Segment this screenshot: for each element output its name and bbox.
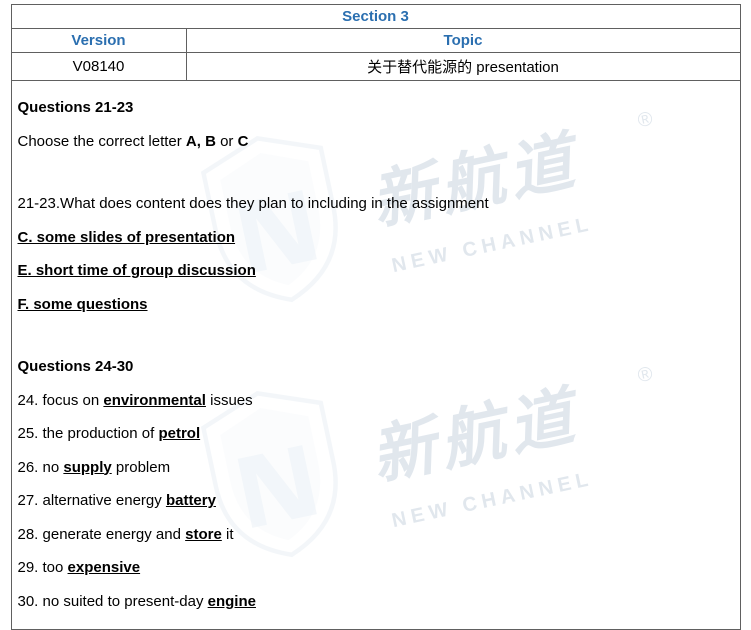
q25-key: petrol xyxy=(158,425,200,442)
option-e: E. short time of group discussion xyxy=(18,257,732,286)
instruction-bold: A, B xyxy=(186,133,220,150)
q30-pre: 30. no suited to present-day xyxy=(18,593,208,610)
q28-pre: 28. generate energy and xyxy=(18,526,186,543)
q24-key: environmental xyxy=(103,392,206,409)
q26-key: supply xyxy=(63,459,111,476)
instruction-bold2: C xyxy=(233,133,248,150)
section-table: Section 3 Version Topic V08140 关于替代能源的 p… xyxy=(11,4,741,630)
q24-pre: 24. focus on xyxy=(18,392,104,409)
section-title: Section 3 xyxy=(11,5,740,29)
instruction-line: Choose the correct letter A, B or C xyxy=(18,128,732,157)
q24-30-heading: Questions 24-30 xyxy=(18,353,732,382)
q30: 30. no suited to present-day engine xyxy=(18,588,732,617)
q26: 26. no supply problem xyxy=(18,454,732,483)
q24: 24. focus on environmental issues xyxy=(18,387,732,416)
header-version: Version xyxy=(11,29,186,53)
q25-pre: 25. the production of xyxy=(18,425,159,442)
q26-post: problem xyxy=(112,459,170,476)
q27-pre: 27. alternative energy xyxy=(18,492,166,509)
version-value: V08140 xyxy=(11,53,186,81)
q29-pre: 29. too xyxy=(18,559,68,576)
q21-23-prompt: 21-23.What does content does they plan t… xyxy=(18,190,732,219)
header-topic: Topic xyxy=(186,29,740,53)
q21-23-heading: Questions 21-23 xyxy=(18,94,732,123)
q27: 27. alternative energy battery xyxy=(18,487,732,516)
q26-pre: 26. no xyxy=(18,459,64,476)
q29-key: expensive xyxy=(68,559,141,576)
q25: 25. the production of petrol xyxy=(18,420,732,449)
option-f: F. some questions xyxy=(18,291,732,320)
q27-key: battery xyxy=(166,492,216,509)
page-container: Section 3 Version Topic V08140 关于替代能源的 p… xyxy=(11,4,741,630)
q28: 28. generate energy and store it xyxy=(18,521,732,550)
option-c: C. some slides of presentation xyxy=(18,224,732,253)
q29: 29. too expensive xyxy=(18,554,732,583)
topic-value: 关于替代能源的 presentation xyxy=(186,53,740,81)
body-cell: Questions 21-23 Choose the correct lette… xyxy=(11,81,740,630)
instruction-prefix: Choose the correct letter xyxy=(18,133,186,150)
q28-post: it xyxy=(222,526,234,543)
instruction-mid: or xyxy=(220,133,233,150)
q30-key: engine xyxy=(208,593,256,610)
q28-key: store xyxy=(185,526,222,543)
q24-post: issues xyxy=(206,392,253,409)
